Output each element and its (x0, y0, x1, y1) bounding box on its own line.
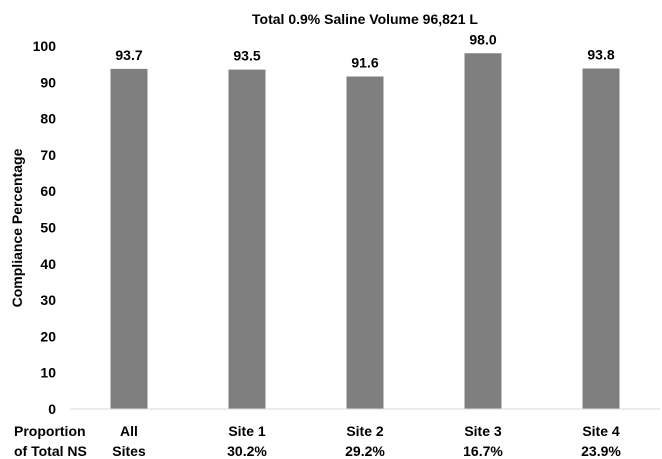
chart-title: Total 0.9% Saline Volume 96,821 L (252, 11, 478, 27)
y-tick-label: 80 (40, 111, 56, 127)
data-label: 91.6 (351, 54, 378, 70)
category-labels: All Sites Site 1 30.2% Site 2 29.2% Site 3 16.7… (112, 423, 621, 459)
category-label: Site 4 (582, 423, 620, 439)
y-tick-label: 10 (40, 365, 56, 381)
bar (110, 68, 148, 409)
y-tick-label: 0 (48, 401, 56, 417)
bar (582, 68, 620, 410)
category-label: Site 2 (346, 423, 384, 439)
y-axis-label: Compliance Percentage (9, 148, 25, 307)
data-label: 93.8 (587, 47, 614, 63)
y-tick-label: 70 (40, 147, 56, 163)
category-label-line2: Sites (112, 443, 146, 459)
category-label-line2: 30.2% (227, 443, 267, 459)
proportion-row-label-line: of Total NS (14, 443, 87, 459)
category-label-line2: 29.2% (345, 443, 385, 459)
category-label: All (120, 423, 138, 439)
y-tick-label: 40 (40, 256, 56, 272)
proportion-row-label: Proportion of Total NS (14, 423, 87, 459)
data-labels: 93.7 93.5 91.6 98.0 93.8 (115, 31, 614, 70)
y-tick-label: 20 (40, 328, 56, 344)
data-label: 93.7 (115, 47, 142, 63)
data-label: 93.5 (233, 48, 260, 64)
proportion-row-label-line: Proportion (14, 423, 86, 439)
y-tick-label: 50 (40, 220, 56, 236)
y-axis-ticks: 0 10 20 30 40 50 60 70 80 90 100 (33, 38, 57, 417)
bars (110, 53, 620, 410)
category-label-line2: 23.9% (581, 443, 621, 459)
category-label-line2: 16.7% (463, 443, 503, 459)
category-label: Site 3 (464, 423, 502, 439)
y-tick-label: 60 (40, 183, 56, 199)
category-label: Site 1 (228, 423, 266, 439)
bar (346, 76, 384, 409)
y-tick-label: 100 (33, 38, 57, 54)
bar (228, 69, 266, 409)
bar (464, 53, 502, 409)
data-label: 98.0 (469, 31, 496, 47)
y-tick-label: 90 (40, 74, 56, 90)
y-tick-label: 30 (40, 292, 56, 308)
